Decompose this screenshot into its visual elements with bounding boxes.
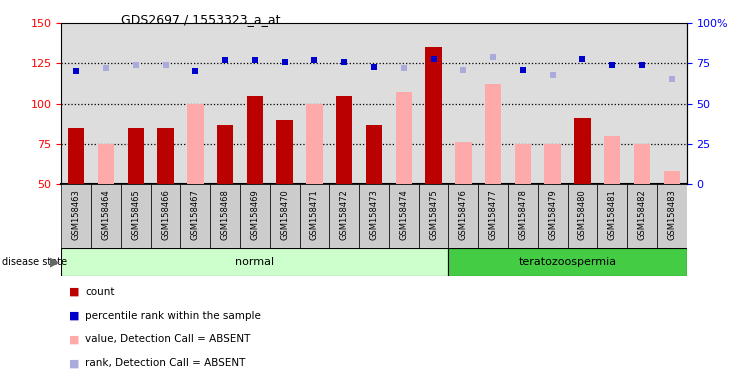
Bar xyxy=(270,184,299,248)
Text: GSM158482: GSM158482 xyxy=(637,189,646,240)
Bar xyxy=(508,184,538,248)
Bar xyxy=(61,248,449,276)
Text: GSM158479: GSM158479 xyxy=(548,189,557,240)
Text: GSM158469: GSM158469 xyxy=(251,189,260,240)
Text: ■: ■ xyxy=(69,287,79,297)
Text: GSM158470: GSM158470 xyxy=(280,189,289,240)
Bar xyxy=(61,184,91,248)
Text: GSM158483: GSM158483 xyxy=(667,189,676,240)
Text: GSM158481: GSM158481 xyxy=(607,189,616,240)
Bar xyxy=(180,184,210,248)
Bar xyxy=(604,136,620,184)
Text: percentile rank within the sample: percentile rank within the sample xyxy=(85,311,261,321)
Text: disease state: disease state xyxy=(2,257,67,267)
Bar xyxy=(157,128,174,184)
Text: GSM158463: GSM158463 xyxy=(72,189,81,240)
Bar xyxy=(329,184,359,248)
Bar xyxy=(663,171,680,184)
Text: GSM158477: GSM158477 xyxy=(488,189,497,240)
Bar xyxy=(568,184,598,248)
Text: count: count xyxy=(85,287,114,297)
Bar xyxy=(68,128,85,184)
Bar xyxy=(545,144,561,184)
Text: GSM158474: GSM158474 xyxy=(399,189,408,240)
Bar xyxy=(91,184,121,248)
Bar xyxy=(515,144,531,184)
Bar xyxy=(634,144,650,184)
Text: ■: ■ xyxy=(69,311,79,321)
Text: GSM158464: GSM158464 xyxy=(102,189,111,240)
Bar xyxy=(426,47,442,184)
Bar xyxy=(121,184,150,248)
Bar xyxy=(657,184,687,248)
Text: GSM158473: GSM158473 xyxy=(370,189,378,240)
Text: teratozoospermia: teratozoospermia xyxy=(518,257,616,267)
Bar xyxy=(574,118,591,184)
Text: GSM158480: GSM158480 xyxy=(578,189,587,240)
Text: rank, Detection Call = ABSENT: rank, Detection Call = ABSENT xyxy=(85,358,245,368)
Bar xyxy=(128,128,144,184)
Bar xyxy=(98,144,114,184)
Text: GSM158465: GSM158465 xyxy=(132,189,141,240)
Text: GSM158475: GSM158475 xyxy=(429,189,438,240)
Text: GSM158476: GSM158476 xyxy=(459,189,468,240)
Bar xyxy=(277,120,293,184)
Text: GSM158471: GSM158471 xyxy=(310,189,319,240)
Text: GSM158467: GSM158467 xyxy=(191,189,200,240)
Bar xyxy=(187,125,203,184)
Text: value, Detection Call = ABSENT: value, Detection Call = ABSENT xyxy=(85,334,251,344)
Bar xyxy=(478,184,508,248)
Bar xyxy=(419,184,449,248)
Bar xyxy=(240,184,270,248)
Bar xyxy=(515,146,531,184)
Text: GSM158466: GSM158466 xyxy=(161,189,170,240)
Bar xyxy=(449,248,687,276)
Bar xyxy=(389,184,419,248)
Text: GSM158478: GSM158478 xyxy=(518,189,527,240)
Text: ■: ■ xyxy=(69,334,79,344)
Bar xyxy=(449,184,478,248)
Bar xyxy=(210,184,240,248)
Text: GDS2697 / 1553323_a_at: GDS2697 / 1553323_a_at xyxy=(121,13,280,26)
Text: GSM158468: GSM158468 xyxy=(221,189,230,240)
Bar xyxy=(150,184,180,248)
Bar xyxy=(538,184,568,248)
Bar xyxy=(396,93,412,184)
Bar xyxy=(299,184,329,248)
Text: ■: ■ xyxy=(69,358,79,368)
Bar xyxy=(455,142,471,184)
Bar xyxy=(247,96,263,184)
Text: ▶: ▶ xyxy=(50,256,60,268)
Bar xyxy=(598,184,627,248)
Text: normal: normal xyxy=(236,257,275,267)
Bar xyxy=(187,104,203,184)
Bar xyxy=(485,84,501,184)
Bar xyxy=(306,104,322,184)
Bar xyxy=(627,184,657,248)
Bar xyxy=(336,96,352,184)
Bar xyxy=(359,184,389,248)
Bar xyxy=(217,125,233,184)
Text: GSM158472: GSM158472 xyxy=(340,189,349,240)
Bar xyxy=(366,125,382,184)
